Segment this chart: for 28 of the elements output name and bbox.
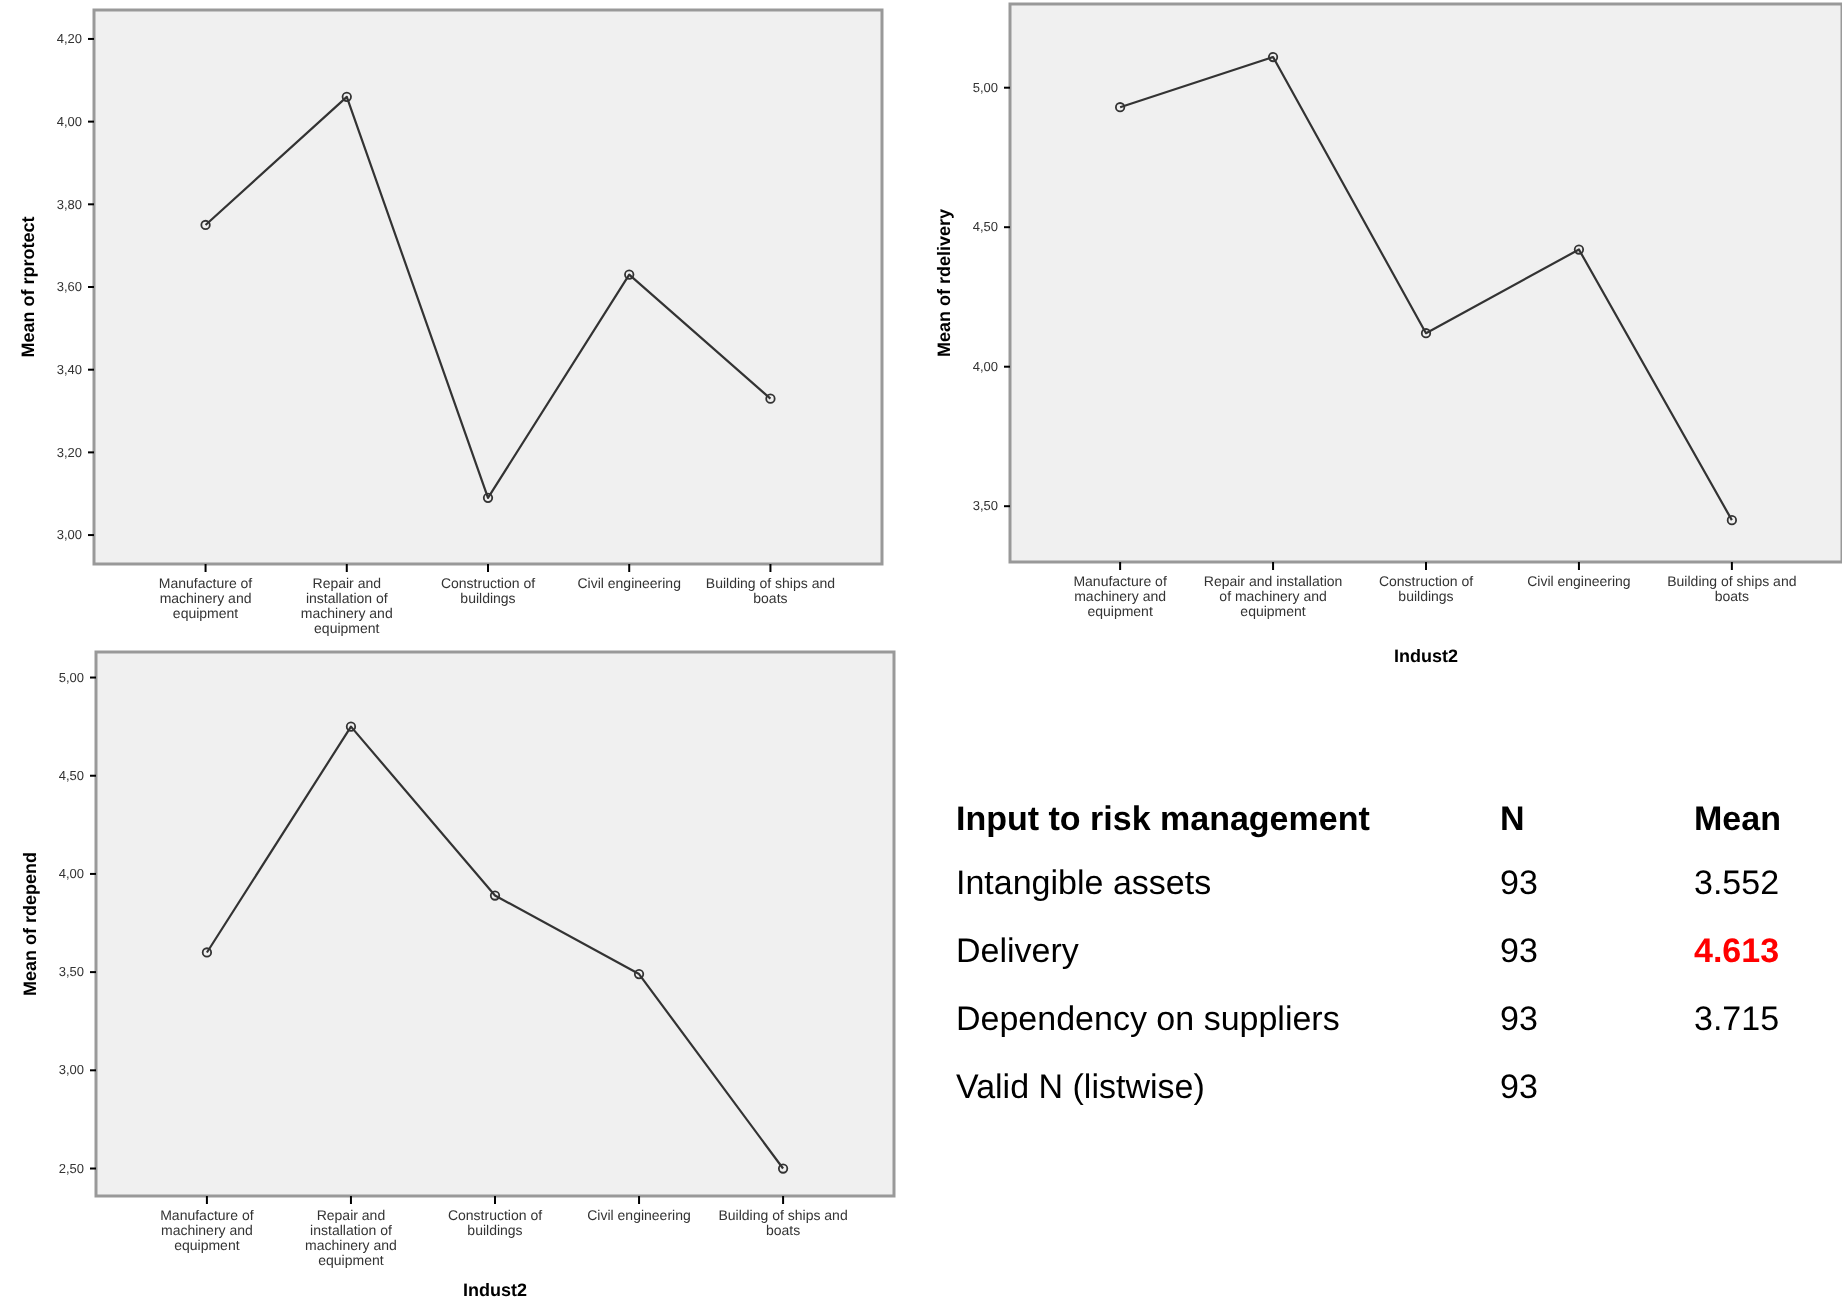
- category-label: Valid N (listwise): [956, 1068, 1205, 1106]
- point: [1267, 51, 1279, 63]
- legend-label: N: [1500, 800, 1525, 838]
- point: [633, 968, 645, 980]
- point: [345, 721, 357, 732]
- data-label: 3.552: [1694, 864, 1780, 902]
- data-label: 93: [1500, 932, 1538, 970]
- point: [1420, 328, 1432, 339]
- category-label: Intangible assets: [956, 864, 1212, 902]
- legend-label: Mean: [1694, 800, 1781, 838]
- text: Input to risk management: [956, 800, 1371, 838]
- data-label: 93: [1500, 1068, 1538, 1106]
- x-axis-title: Indust2: [462, 1280, 528, 1300]
- category-label: Delivery: [956, 932, 1080, 970]
- y-axis-title: Mean of rdepend: [20, 851, 40, 997]
- data-label: 93: [1500, 864, 1538, 902]
- point: [489, 890, 501, 901]
- category-label: Dependency on suppliers: [956, 1000, 1340, 1038]
- y-axis-title: Mean of rprotect: [18, 216, 38, 358]
- point: [482, 492, 494, 503]
- point: [1573, 244, 1585, 255]
- data-label: 3.715: [1694, 1000, 1780, 1038]
- y-axis-title: Mean of rdelivery: [934, 208, 954, 358]
- data-label: 93: [1500, 1000, 1538, 1038]
- point: [341, 91, 352, 102]
- x-axis-title: Indust2: [1393, 646, 1459, 666]
- data-label: 4.613: [1694, 932, 1780, 970]
- point: [624, 269, 635, 280]
